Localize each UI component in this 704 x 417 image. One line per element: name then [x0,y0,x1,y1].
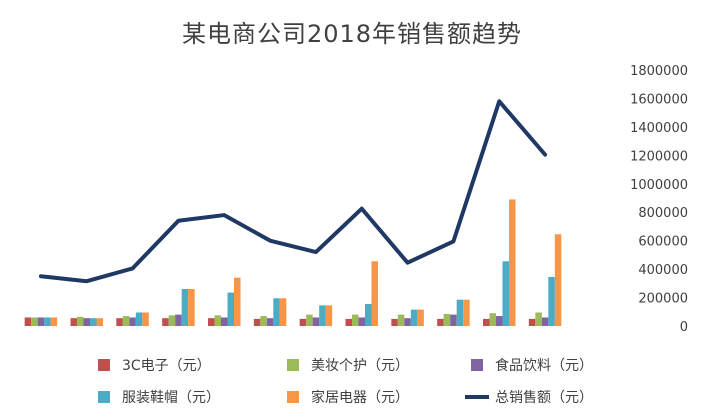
bar-2-11 [489,313,496,326]
bar-5-1 [50,317,58,326]
bar-2-6 [260,316,267,326]
bar-5-3 [142,312,149,326]
bar-1-5 [208,318,215,326]
legend-item-5: 家居电器（元） [287,389,409,406]
legend: 3C电子（元） 美妆个护（元） 食品饮料（元） 服装鞋帽（元） 家居电器（元） 总销售额（… [98,357,593,406]
legend-swatch [98,391,110,403]
bar-4-4 [181,289,189,326]
y-tick-label: 1400000 [630,121,688,136]
legend-item-6: 总销售额（元） [465,390,593,406]
legend-label: 食品饮料（元） [495,357,593,374]
legend-label: 服装鞋帽（元） [122,390,220,406]
y-tick-label: 1000000 [630,178,688,193]
bar-3-10 [450,314,457,326]
bar-4-11 [502,261,509,326]
bar-2-12 [535,312,542,326]
bar-2-4 [168,315,176,326]
bar-3-11 [496,316,503,326]
bar-5-9 [417,309,424,326]
bar-2-2 [77,316,84,326]
bar-1-9 [391,318,398,326]
bar-3-12 [541,317,549,326]
bar-4-9 [410,309,418,326]
legend-item-1: 3C电子（元） [98,358,211,374]
bar-1-4 [162,318,169,326]
legend-item-4: 服装鞋帽（元） [98,390,220,406]
bar-4-6 [273,298,280,326]
bar-1-8 [345,318,352,326]
line-layer [38,99,548,284]
bar-2-3 [122,316,130,326]
y-tick-label: 0 [680,320,688,335]
bar-3-4 [175,314,182,326]
bar-2-9 [397,314,405,326]
bar-1-6 [253,318,261,326]
bar-3-6 [266,318,274,326]
bar-4-5 [227,292,234,326]
bar-1-2 [70,318,77,326]
legend-swatch [471,359,483,371]
bar-2-8 [352,314,359,326]
bar-4-3 [135,312,143,326]
bar-3-2 [83,318,90,326]
chart-title: 某电商公司2018年销售额趋势 [181,20,523,48]
bar-3-8 [358,317,365,326]
y-tick-label: 800000 [638,206,688,221]
bar-5-5 [234,277,241,326]
legend-label: 美妆个护（元） [311,358,409,374]
legend-label: 3C电子（元） [122,358,211,374]
legend-item-3: 食品饮料（元） [471,357,593,374]
bar-5-6 [279,298,287,326]
bar-3-9 [404,318,411,326]
legend-item-2: 美妆个护（元） [287,358,409,374]
y-tick-label: 200000 [638,292,688,307]
bar-1-7 [299,318,307,326]
bar-4-12 [548,276,555,326]
bar-2-1 [31,317,38,326]
bar-4-10 [456,299,464,326]
y-tick-label: 1200000 [630,149,688,164]
bar-2-10 [443,313,451,326]
legend-swatch [287,391,299,403]
bar-2-5 [214,315,221,326]
bar-5-8 [371,261,378,326]
bar-5-4 [188,289,195,326]
bar-4-2 [90,318,97,326]
y-tick-label: 400000 [638,263,688,278]
bar-5-10 [463,299,470,326]
bar-2-7 [306,314,313,326]
bar-5-2 [96,318,103,326]
bar-5-7 [325,305,333,326]
y-tick-label: 600000 [638,235,688,250]
legend-label: 家居电器（元） [311,389,409,406]
bar-4-8 [365,303,372,326]
bar-5-12 [554,234,562,326]
bar-1-1 [24,317,32,326]
y-tick-label: 1600000 [630,92,688,107]
bar-1-12 [528,318,536,326]
bar-4-7 [319,305,326,326]
bar-3-1 [37,317,45,326]
bar-1-11 [483,318,490,326]
legend-swatch [98,359,110,371]
legend-label: 总销售额（元） [495,390,593,406]
legend-swatch [287,359,299,371]
bar-5-11 [509,199,516,326]
bar-4-1 [44,317,51,326]
bar-layer [24,199,562,326]
total-sales-line [38,99,548,284]
bar-1-3 [116,318,123,326]
bar-1-10 [437,318,444,326]
bar-3-5 [221,317,228,326]
y-axis: 0 200000 400000 600000 800000 1000000 1200000 1… [630,64,688,335]
bar-3-7 [312,317,320,326]
bar-3-3 [129,317,136,326]
y-tick-label: 1800000 [630,64,688,79]
